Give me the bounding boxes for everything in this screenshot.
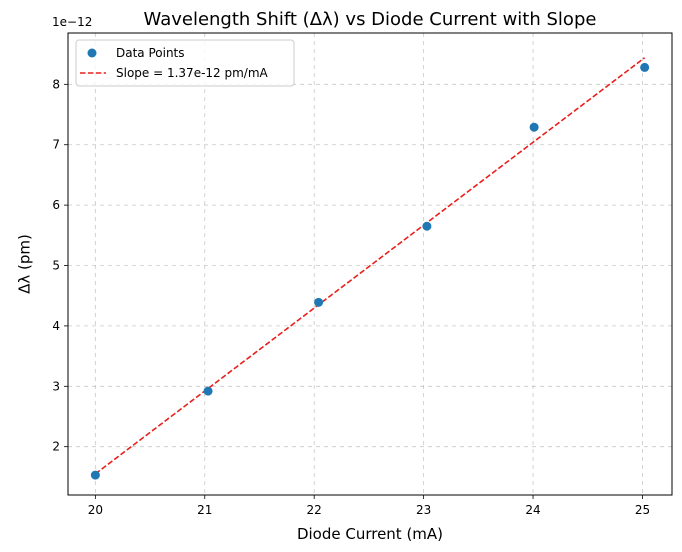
legend-label-points: Data Points (116, 46, 185, 60)
x-tick-label: 21 (197, 503, 212, 517)
data-point (90, 470, 100, 480)
y-tick-label: 3 (52, 379, 60, 393)
data-point (422, 221, 432, 231)
data-point (640, 62, 650, 72)
y-offset-label: 1e−12 (52, 15, 92, 29)
y-tick-label: 5 (52, 259, 60, 273)
y-tick-label: 6 (52, 198, 60, 212)
legend-label-line: Slope = 1.37e-12 pm/mA (116, 66, 269, 80)
plot-frame (67, 32, 673, 496)
data-points-layer (90, 62, 650, 480)
x-tick-label: 25 (635, 503, 650, 517)
x-tick-label: 24 (525, 503, 540, 517)
data-point (529, 122, 539, 132)
x-tick-label: 23 (416, 503, 431, 517)
y-tick-label: 4 (52, 319, 60, 333)
y-axis-label: Δλ (pm) (15, 234, 33, 294)
x-tick-label: 20 (88, 503, 103, 517)
legend: Data Points Slope = 1.37e-12 pm/mA (75, 39, 295, 87)
y-tick-label: 7 (52, 138, 60, 152)
chart-title: Wavelength Shift (Δλ) vs Diode Current w… (144, 9, 597, 30)
y-tick-label: 8 (52, 77, 60, 91)
data-point (314, 297, 324, 307)
fit-line-layer (94, 57, 646, 475)
x-axis-label: Diode Current (mA) (297, 525, 443, 543)
grid-layer (68, 33, 672, 495)
legend-box (75, 39, 295, 87)
legend-marker-points (87, 48, 97, 58)
fit-line (94, 57, 646, 475)
x-tick-label: 22 (307, 503, 322, 517)
y-tick-label: 2 (52, 440, 60, 454)
data-point (203, 386, 213, 396)
